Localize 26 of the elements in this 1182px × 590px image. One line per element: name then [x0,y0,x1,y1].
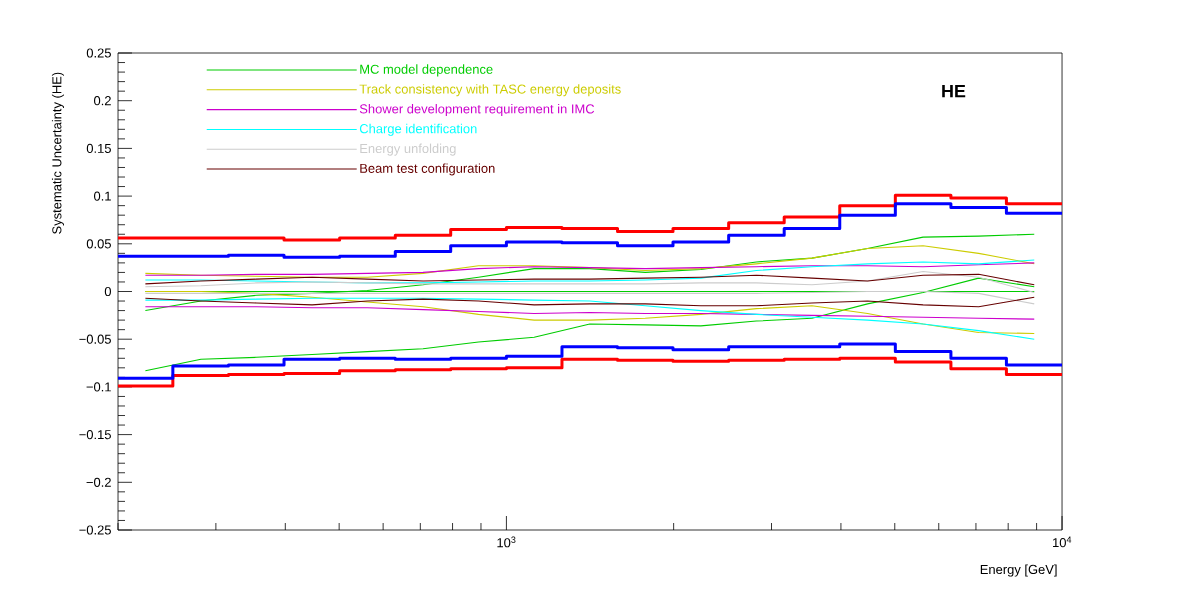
text: Shower development requirement in IMC [359,103,595,117]
y-tick-label: −0.2 [86,477,111,487]
y-tick-label: 0.2 [94,96,111,106]
line-series [144,277,1035,372]
y-tick-label: 0.05 [86,239,111,249]
line-series [144,290,1035,335]
y-axis-title: Systematic Uncertainty (HE) [51,72,65,234]
line-series [144,296,1035,308]
x-axis-title: Energy [GeV] [980,564,1057,577]
text: Track consistency with TASC energy deposits [359,84,621,97]
annotation: HE [942,84,966,98]
y-tick-label: 0.1 [94,191,111,201]
y-tick-label: −0.1 [86,382,111,392]
x-tick-label: 10$^{3}$ [497,536,516,548]
text: MC model dependence [360,64,493,77]
line-series [144,273,1035,286]
y-tick-label: −0.25 [79,525,111,535]
text: Beam test configuration [360,163,495,176]
y-tick-label: 0.15 [86,143,111,153]
y-tick-label: −0.05 [79,334,111,344]
y-tick-label: 0.25 [86,48,111,58]
line-series [144,262,1035,276]
text: Charge identification [359,123,477,136]
y-tick-label: −0.15 [79,430,111,440]
y-tick-label: 0 [104,286,111,297]
x-tick-label: 10$^{4}$ [1053,536,1072,548]
